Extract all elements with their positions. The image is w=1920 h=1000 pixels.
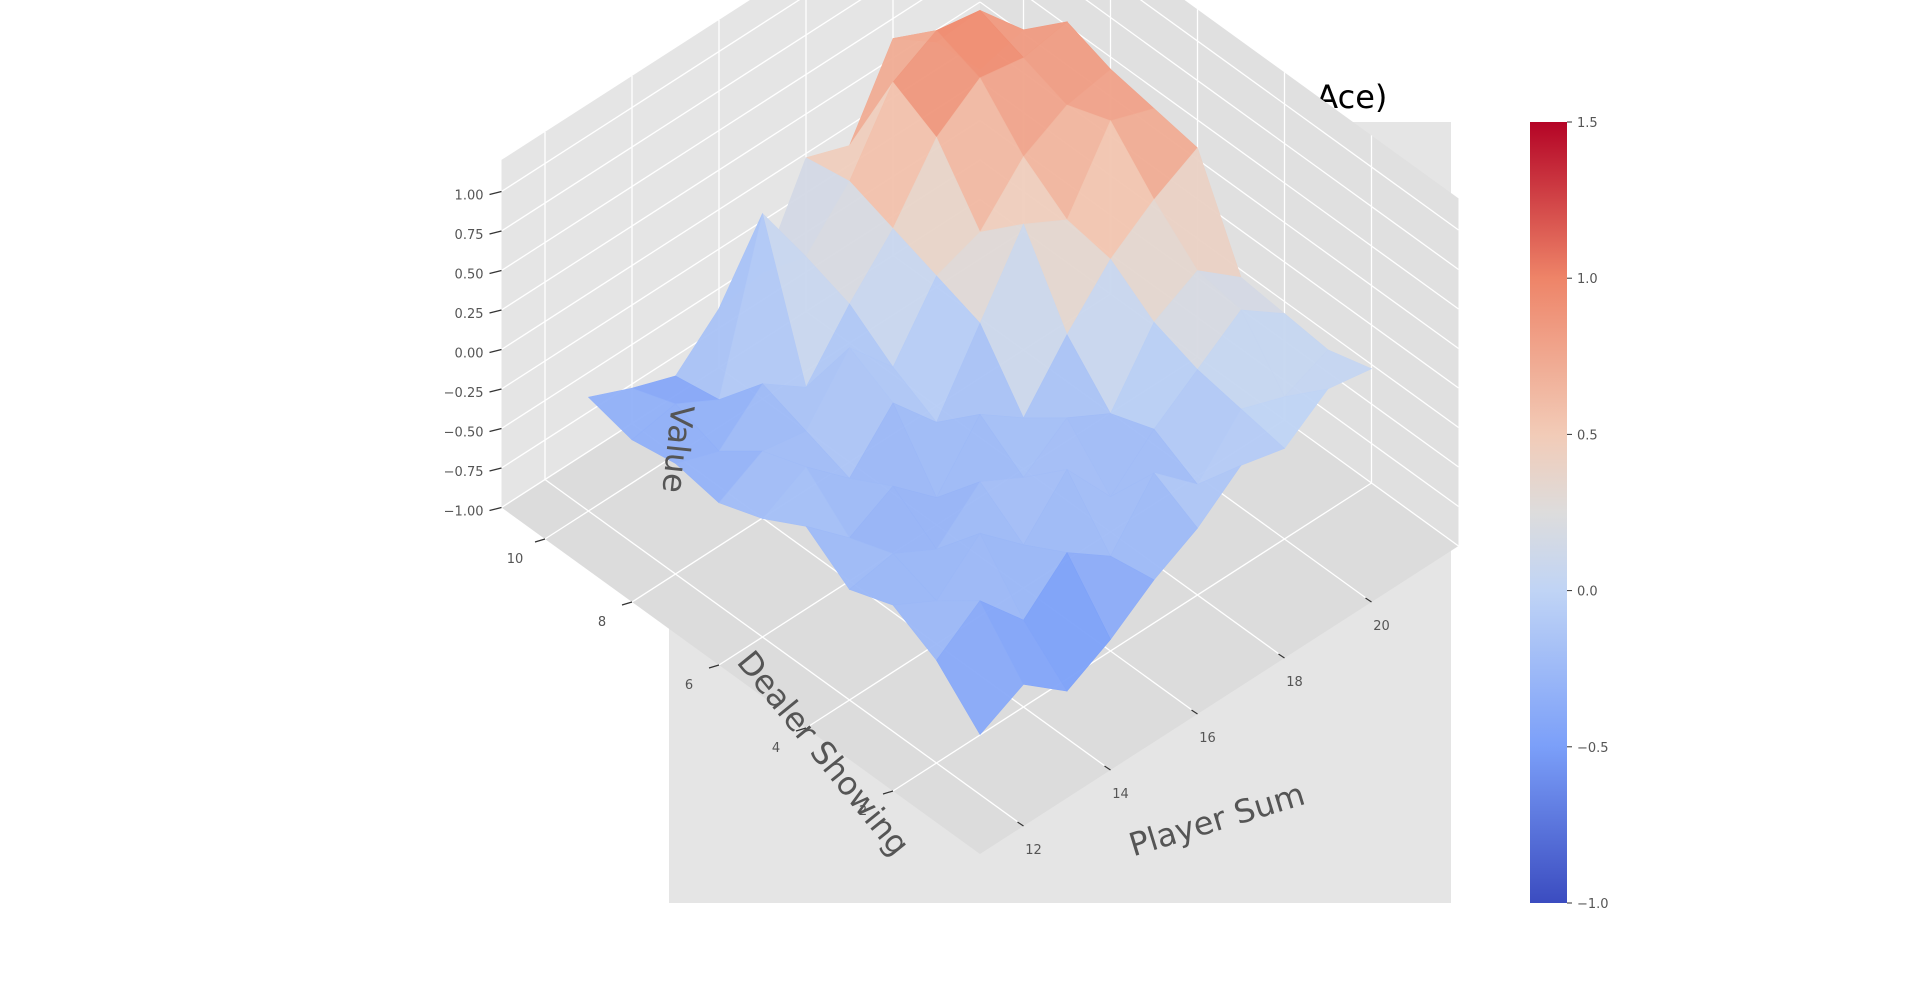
y-tick-mark (534, 538, 546, 543)
z-axis-label: Value (654, 403, 701, 494)
y-tick-label: 2 (859, 804, 867, 819)
z-tick-mark (489, 269, 502, 275)
x-tick-mark (1104, 765, 1111, 771)
colorbar-tick-label: 0.0 (1577, 585, 1598, 600)
colorbar (1530, 122, 1567, 903)
z-tick-mark (489, 467, 502, 472)
x-tick-mark (1365, 597, 1372, 603)
colorbar-tick-label: 1.5 (1577, 116, 1598, 131)
y-tick-mark (882, 790, 894, 795)
y-tick-label: 6 (685, 678, 693, 693)
colorbar-tick-label: 0.5 (1577, 428, 1598, 443)
z-tick-mark (489, 348, 502, 354)
grid-line (501, 0, 923, 272)
y-tick-label: 4 (772, 741, 780, 756)
grid-line (892, 482, 1372, 792)
z-tick-label: 0.00 (455, 347, 484, 362)
grid-line (501, 0, 862, 232)
z-tick-mark (489, 506, 502, 512)
grid-line (1030, 0, 1459, 310)
x-tick-mark (1191, 709, 1198, 715)
colorbar-tick-label: −1.0 (1577, 897, 1609, 912)
z-tick-mark (489, 230, 502, 235)
z-tick-label: −0.75 (444, 465, 484, 480)
grid-line (1139, 0, 1459, 231)
x-tick-label: 12 (1025, 843, 1042, 858)
x-tick-label: 14 (1112, 787, 1129, 802)
z-tick-label: −1.00 (444, 505, 484, 520)
z-tick-mark (489, 190, 502, 196)
grid-line (501, 0, 801, 193)
z-tick-label: 1.00 (455, 189, 484, 204)
z-tick-mark (489, 309, 502, 314)
y-tick-mark (621, 601, 633, 606)
x-tick-label: 18 (1286, 675, 1303, 690)
x-tick-label: 20 (1373, 619, 1390, 634)
x-tick-mark (1278, 653, 1285, 659)
surface-patch (936, 600, 1024, 736)
y-tick-mark (708, 664, 720, 669)
z-tick-label: 0.75 (455, 228, 484, 243)
z-tick-label: −0.25 (444, 386, 484, 401)
z-tick-label: 0.25 (455, 307, 484, 322)
z-tick-mark (489, 427, 502, 433)
colorbar-tick-label: 1.0 (1577, 272, 1598, 287)
z-tick-label: 0.50 (455, 268, 484, 283)
y-tick-label: 8 (598, 615, 606, 630)
colorbar-tick-label: −0.5 (1577, 741, 1609, 756)
x-tick-label: 16 (1199, 731, 1216, 746)
y-tick-label: 10 (507, 552, 524, 567)
grid-line (544, 478, 1024, 827)
z-tick-label: −0.50 (444, 426, 484, 441)
grid-line (1085, 0, 1459, 271)
y-tick-mark (795, 727, 807, 732)
x-tick-mark (1017, 821, 1024, 827)
z-tick-mark (489, 388, 502, 393)
